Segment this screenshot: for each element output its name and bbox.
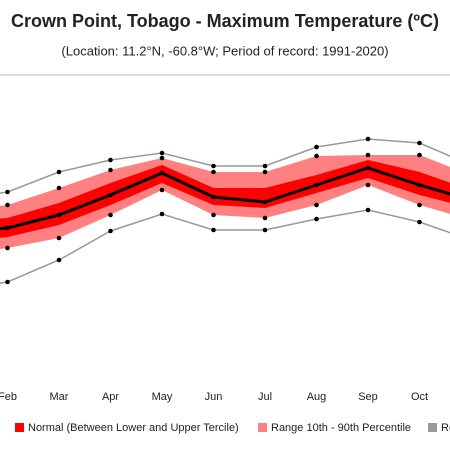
point — [5, 279, 10, 285]
x-tick-label: May — [152, 391, 173, 403]
point — [211, 169, 216, 175]
x-tick-label: Feb — [0, 391, 17, 403]
point — [108, 167, 113, 173]
point — [211, 163, 216, 169]
point — [5, 189, 10, 195]
point — [365, 165, 371, 171]
point — [211, 194, 216, 200]
chart-title: Crown Point, Tobago - Maximum Temperatur… — [11, 11, 439, 31]
x-tick-label: Apr — [102, 391, 119, 403]
point — [56, 257, 62, 263]
legend-label: Record Highest / Lowest — [441, 422, 450, 434]
point — [159, 155, 165, 161]
point — [417, 140, 422, 146]
point — [5, 202, 10, 208]
point — [262, 163, 268, 169]
legend-swatch — [15, 423, 24, 432]
point — [5, 225, 10, 231]
point — [262, 215, 268, 221]
point — [314, 144, 319, 150]
point — [5, 245, 10, 251]
point — [417, 202, 422, 208]
point — [365, 136, 371, 142]
point — [108, 212, 113, 218]
point — [417, 219, 422, 225]
x-tick-label: Jul — [258, 391, 272, 403]
x-tick-label: Mar — [50, 391, 69, 403]
x-tick-label: Oct — [411, 391, 428, 403]
legend-swatch — [258, 423, 267, 432]
point — [159, 150, 165, 156]
point — [314, 182, 319, 188]
point — [56, 235, 62, 241]
point — [108, 157, 113, 163]
point — [365, 207, 371, 213]
legend-label: Normal (Between Lower and Upper Tercile) — [28, 422, 239, 434]
point — [314, 202, 319, 208]
point — [211, 227, 216, 233]
point — [108, 192, 113, 198]
point — [159, 211, 165, 217]
point — [262, 227, 268, 233]
point — [56, 169, 62, 175]
point — [365, 152, 371, 158]
point — [314, 153, 319, 159]
point — [56, 185, 62, 191]
chart-subtitle: (Location: 11.2°N, -60.8°W; Period of re… — [61, 43, 388, 58]
point — [211, 212, 216, 218]
plot-area: Feb Mar Apr May Jun Jul Aug Sep Oct — [0, 136, 450, 403]
point — [108, 228, 113, 234]
point — [314, 216, 319, 222]
point — [56, 212, 62, 218]
point — [262, 169, 268, 175]
legend: MeanNormal (Between Lower and Upper Terc… — [15, 422, 450, 434]
point — [417, 182, 422, 188]
x-tick-label: Aug — [307, 391, 327, 403]
point — [365, 182, 371, 188]
point — [417, 152, 422, 158]
legend-label: Range 10th - 90th Percentile — [271, 422, 411, 434]
x-tick-label: Sep — [358, 391, 378, 403]
point — [159, 170, 165, 176]
legend-swatch — [428, 423, 437, 432]
point — [159, 187, 165, 193]
point — [262, 199, 268, 205]
x-tick-label: Jun — [205, 391, 223, 403]
